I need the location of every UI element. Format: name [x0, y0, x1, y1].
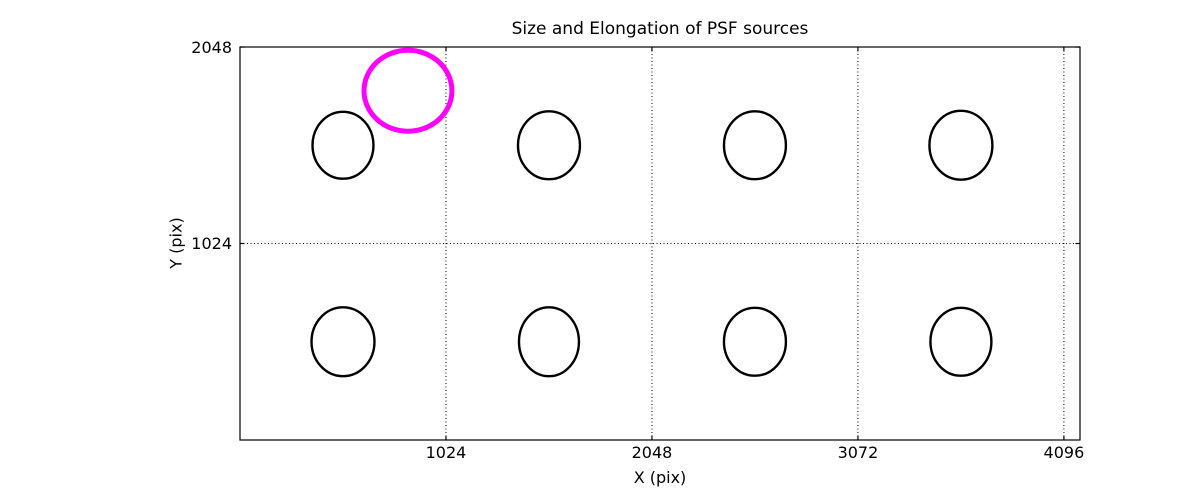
- x-axis-label: X (pix): [633, 468, 687, 487]
- psf-source-ellipse: [722, 306, 788, 377]
- psf-source-ellipse: [928, 109, 994, 181]
- psf-source-ellipse: [310, 306, 376, 378]
- psf-source-ellipse: [516, 110, 582, 181]
- psf-source-ellipse: [722, 110, 788, 181]
- highlighted-source-ellipse: [361, 47, 455, 134]
- psf-source-ellipse: [517, 306, 581, 378]
- chart-title: Size and Elongation of PSF sources: [511, 19, 809, 39]
- y-tick-label-2048: 2048: [191, 37, 232, 57]
- psf-source-ellipse: [311, 110, 375, 180]
- x-tick-label-3072: 3072: [837, 443, 879, 462]
- x-tick-label-2048: 2048: [631, 443, 673, 462]
- x-tick-label-1024: 1024: [425, 443, 467, 462]
- psf-source-ellipse: [929, 306, 993, 377]
- y-tick-label-1024: 1024: [191, 234, 232, 253]
- x-tick-label-4096: 4096: [1043, 443, 1085, 462]
